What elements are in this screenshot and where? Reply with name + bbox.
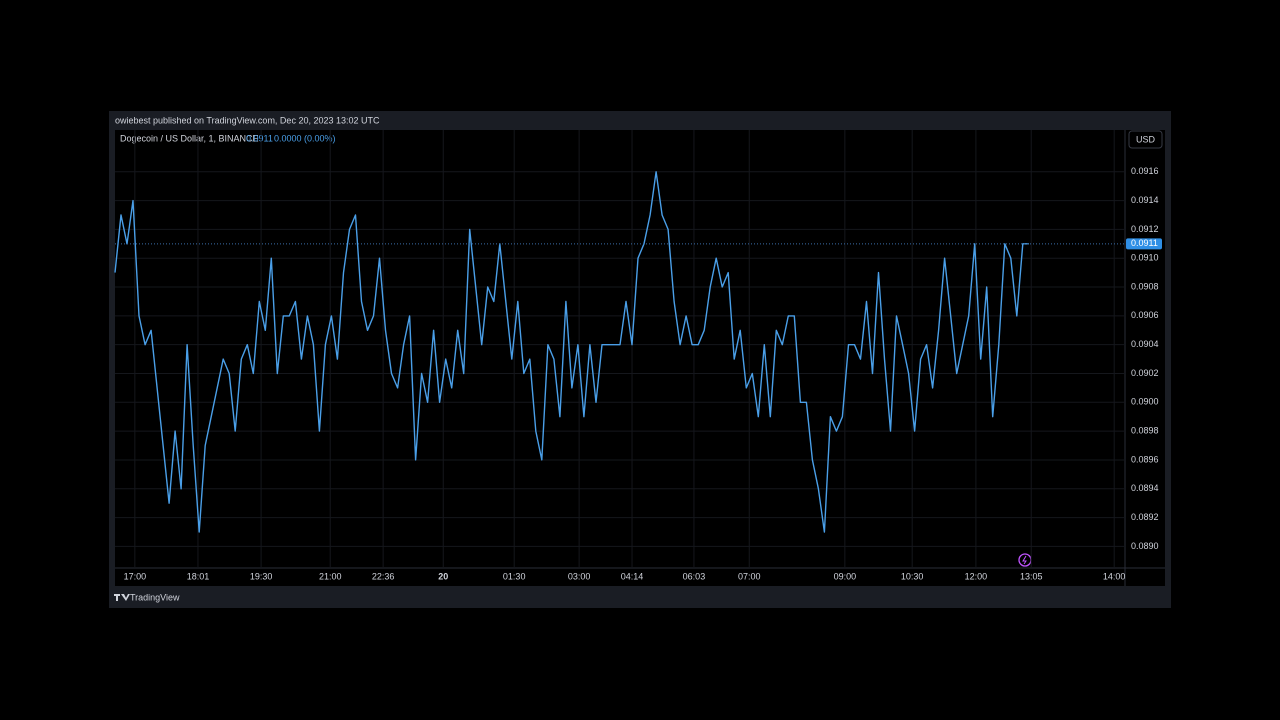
symbol: Dogecoin / US Dollar, 1, BINANCE bbox=[120, 133, 259, 143]
legend-price: 0.0911 bbox=[246, 133, 273, 143]
x-tick-label: 20 bbox=[438, 571, 448, 581]
x-tick-label: 12:00 bbox=[965, 571, 988, 581]
x-tick-label: 09:00 bbox=[834, 571, 857, 581]
x-tick-label: 14:00 bbox=[1103, 571, 1126, 581]
y-tick-label: 0.0892 bbox=[1131, 512, 1159, 522]
time-axis bbox=[115, 568, 1165, 586]
y-tick-label: 0.0896 bbox=[1131, 454, 1159, 464]
legend-change: 0.0000 (0.00%) bbox=[274, 133, 336, 143]
price-line bbox=[114, 171, 1029, 533]
published: owiebest published on TradingView.com, D… bbox=[115, 115, 380, 125]
last-price-label: 0.0911 bbox=[1131, 238, 1158, 248]
x-tick-label: 19:30 bbox=[250, 571, 273, 581]
y-tick-label: 0.0894 bbox=[1131, 483, 1159, 493]
y-tick-label: 0.0906 bbox=[1131, 310, 1159, 320]
y-tick-label: 0.0890 bbox=[1131, 541, 1159, 551]
y-tick-label: 0.0900 bbox=[1131, 397, 1159, 407]
x-tick-label: 04:14 bbox=[621, 571, 644, 581]
last-price-tag bbox=[1126, 238, 1162, 250]
x-tick-label: 10:30 bbox=[901, 571, 924, 581]
plot-area bbox=[115, 130, 1165, 568]
brand-logo bbox=[114, 594, 130, 601]
x-tick-label: 22:36 bbox=[372, 571, 395, 581]
currency[interactable]: USD bbox=[1136, 134, 1156, 144]
y-tick-label: 0.0898 bbox=[1131, 426, 1159, 436]
y-tick-label: 0.0902 bbox=[1131, 368, 1159, 378]
y-tick-label: 0.0904 bbox=[1131, 339, 1159, 349]
x-tick-label: 18:01 bbox=[187, 571, 210, 581]
y-tick-label: 0.0912 bbox=[1131, 224, 1159, 234]
x-tick-label: 17:00 bbox=[124, 571, 147, 581]
x-tick-label: 01:30 bbox=[503, 571, 526, 581]
y-tick-label: 0.0910 bbox=[1131, 253, 1159, 263]
x-tick-label: 13:05 bbox=[1020, 571, 1043, 581]
x-tick-label: 03:00 bbox=[568, 571, 591, 581]
x-tick-label: 21:00 bbox=[319, 571, 342, 581]
lightning-icon bbox=[1022, 555, 1027, 565]
x-tick-label: 07:00 bbox=[738, 571, 761, 581]
y-tick-label: 0.0908 bbox=[1131, 281, 1159, 291]
currency-button[interactable] bbox=[1128, 130, 1163, 149]
x-tick-label: 06:03 bbox=[683, 571, 706, 581]
y-tick-label: 0.0916 bbox=[1131, 166, 1159, 176]
y-tick-label: 0.0914 bbox=[1131, 195, 1159, 205]
brand: TradingView bbox=[130, 592, 180, 602]
